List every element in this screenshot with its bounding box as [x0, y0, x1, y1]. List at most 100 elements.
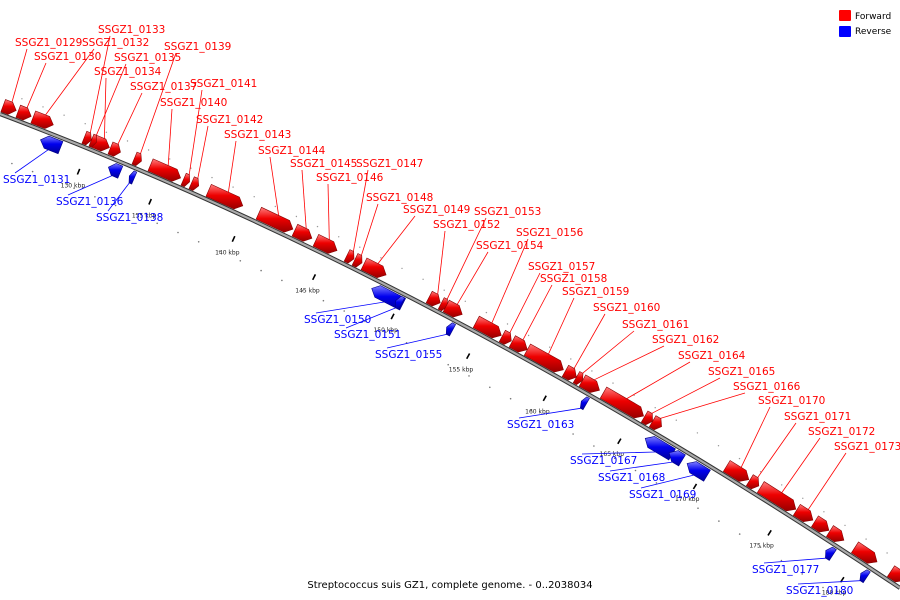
scale-dot: [485, 311, 488, 314]
scale-tick-mark: [311, 274, 317, 281]
backbone-line: [0, 112, 900, 589]
scale-dot: [253, 196, 255, 198]
scale-tick-label: 175 kbp: [749, 543, 774, 550]
gene-leader-ssgz1_0139: [140, 52, 177, 154]
legend-label-forward: Forward: [855, 12, 891, 22]
scale-dot: [822, 586, 824, 589]
scale-tick-label: 145 kbp: [295, 288, 320, 295]
gene-label-ssgz1_0132: SSGZ1_0132: [82, 37, 149, 49]
gene-label-ssgz1_0156: SSGZ1_0156: [516, 227, 584, 239]
scale-dot: [489, 386, 491, 389]
scale-dot: [654, 407, 656, 409]
gene-labels: SSGZ1_0129 SSGZ1_0130 SSGZ1_0131 SSGZ1_0132…: [3, 24, 900, 597]
gene-label-ssgz1_0161: SSGZ1_0161: [622, 319, 689, 331]
gene-leader-ssgz1_0145: [301, 169, 307, 229]
gene-leader-ssgz1_0166: [660, 392, 746, 419]
gene-leader-ssgz1_0158: [522, 284, 553, 340]
gene-features: [0, 99, 900, 584]
gene-leader-ssgz1_0143: [228, 140, 237, 193]
gene-label-ssgz1_0150: SSGZ1_0150: [304, 314, 371, 326]
gene-label-ssgz1_0145: SSGZ1_0145: [290, 158, 357, 170]
gene-label-ssgz1_0151: SSGZ1_0151: [334, 329, 401, 341]
scale-tick-label: 165 kbp: [600, 451, 625, 458]
gene-label-ssgz1_0173: SSGZ1_0173: [834, 441, 900, 453]
scale-dot: [591, 370, 593, 372]
scale-tick-label: 150 kbp: [373, 327, 398, 334]
scale-dot: [239, 260, 242, 262]
gene-label-ssgz1_0165: SSGZ1_0165: [708, 366, 775, 378]
gene-leader-ssgz1_0153: [446, 217, 487, 300]
gene-label-ssgz1_0152: SSGZ1_0152: [433, 219, 500, 231]
scale-tick-mark: [465, 353, 471, 360]
scale-tick-label: 140 kbp: [215, 250, 240, 257]
genome-backbone: [0, 112, 900, 590]
gene-arrow-ssgz1_0156: [472, 315, 502, 339]
scale-dot: [126, 140, 129, 142]
gene-label-ssgz1_0147: SSGZ1_0147: [356, 158, 423, 170]
gene-arrow-ssgz1_0136: [108, 163, 124, 179]
scale-tick-mark: [542, 395, 547, 402]
gene-label-ssgz1_0162: SSGZ1_0162: [652, 334, 719, 346]
scale-dot: [197, 241, 200, 243]
gene-label-ssgz1_0171: SSGZ1_0171: [784, 411, 851, 423]
scale-dot: [509, 397, 512, 400]
gene-leader-ssgz1_0140: [167, 108, 173, 166]
gene-leader-ssgz1_0131: [14, 149, 49, 174]
gene-leader-ssgz1_0137: [117, 92, 143, 145]
scale-dot: [114, 204, 117, 207]
gene-arrow-ssgz1_0155: [445, 322, 457, 337]
gene-label-ssgz1_0180: SSGZ1_0180: [786, 585, 853, 597]
gene-arrow-ssgz1_0141: [180, 172, 190, 187]
scale-dot: [447, 363, 450, 366]
gene-leader-ssgz1_0168: [609, 461, 673, 472]
gene-leader-ssgz1_0171: [757, 422, 797, 478]
scale-dot: [260, 269, 262, 272]
gene-leader-ssgz1_0161: [582, 330, 635, 374]
gene-label-ssgz1_0139: SSGZ1_0139: [164, 41, 231, 53]
gene-leader-ssgz1_0156: [491, 238, 529, 324]
legend-item-forward: Forward: [839, 10, 891, 22]
gene-label-ssgz1_0154: SSGZ1_0154: [476, 240, 544, 252]
scale-tick-mark: [692, 483, 698, 490]
gene-arrow-ssgz1_0149: [360, 257, 387, 279]
scale-dot: [572, 433, 574, 435]
gene-arrow-ssgz1_0145: [291, 223, 313, 242]
scale-dot: [464, 300, 466, 302]
gene-leader-ssgz1_0165: [651, 377, 721, 414]
scale-dot: [147, 149, 150, 151]
gene-arrow-ssgz1_0162: [578, 374, 600, 393]
gene-arrow-ssgz1_0167: [644, 436, 676, 461]
gene-arrow-ssgz1_0142: [188, 176, 200, 191]
gene-label-ssgz1_0140: SSGZ1_0140: [160, 97, 227, 109]
scale-dot: [385, 331, 387, 333]
scale-dot: [156, 222, 158, 225]
gene-arrow-ssgz1_0170: [722, 460, 750, 482]
scale-dot: [468, 375, 470, 377]
scale-dot: [759, 471, 762, 473]
backbone-outline: [0, 112, 900, 590]
gene-leader-ssgz1_0173: [807, 452, 847, 510]
scale-dot: [169, 158, 171, 160]
gene-label-ssgz1_0143: SSGZ1_0143: [224, 129, 291, 141]
gene-label-ssgz1_0149: SSGZ1_0149: [403, 204, 470, 216]
legend-item-reverse: Reverse: [839, 26, 892, 37]
scale-tick-mark: [617, 438, 622, 445]
gene-arrow-ssgz1_0172: [756, 481, 797, 512]
scale-dot: [295, 215, 298, 218]
gene-label-ssgz1_0177: SSGZ1_0177: [752, 564, 819, 576]
scale-dot: [301, 289, 304, 292]
gene-leader-ssgz1_0169: [640, 474, 694, 489]
scale-dot: [865, 538, 867, 540]
scale-dot: [84, 123, 86, 125]
gene-leader-ssgz1_0136: [67, 175, 112, 196]
scale-dot: [613, 457, 616, 460]
gene-arrow-ssgz1_0138: [128, 170, 138, 185]
scale-dot: [759, 546, 762, 548]
scale-dot: [135, 213, 138, 216]
scale-dot: [401, 267, 403, 270]
scale-dot: [844, 524, 846, 527]
scale-tick-mark: [76, 168, 81, 175]
gene-leader-ssgz1_0170: [740, 406, 771, 468]
